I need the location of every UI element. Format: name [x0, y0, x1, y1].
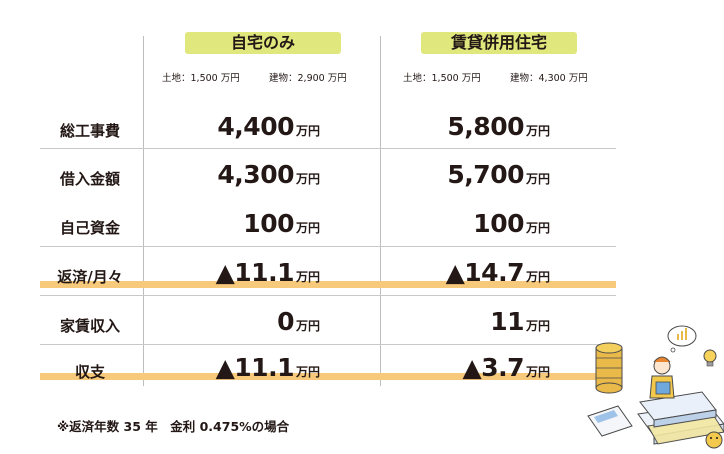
value-number: ▲11.1	[215, 353, 295, 382]
row-rule	[40, 344, 616, 345]
column-title-home-only: 自宅のみ	[185, 32, 341, 54]
breakdown-home-building: 建物：2,900 万円	[269, 73, 347, 84]
value-unit: 万円	[295, 319, 320, 333]
value-home-monthly-repayment: ▲11.1 万円	[216, 258, 320, 287]
value-unit: 万円	[295, 270, 320, 284]
value-rental-loan: 5,700 万円	[447, 160, 550, 189]
value-unit: 万円	[295, 221, 320, 235]
value-unit: 万円	[525, 365, 550, 379]
calculator-icon	[587, 405, 633, 437]
value-home-rental-income: 0 万円	[277, 307, 320, 336]
value-home-total-cost: 4,400 万円	[217, 112, 320, 141]
breakdown-rental-land: 土地：1,500 万円	[403, 73, 481, 84]
value-number: 5,800	[447, 112, 524, 141]
money-study-illustration	[587, 325, 724, 449]
breakdown-rental-building: 建物：4,300 万円	[510, 73, 588, 84]
value-number: 11	[490, 307, 524, 336]
value-home-balance: ▲11.1 万円	[216, 353, 320, 382]
row-label-loan-amount: 借入金額	[59, 170, 120, 188]
breakdown-home-land: 土地：1,500 万円	[162, 73, 240, 84]
value-unit: 万円	[525, 319, 550, 333]
value-unit: 万円	[295, 365, 320, 379]
highlight-band-repayment	[40, 281, 616, 288]
value-home-loan: 4,300 万円	[217, 160, 320, 189]
value-rental-rental-income: 11 万円	[490, 307, 550, 336]
value-number: 100	[243, 209, 294, 238]
value-number: ▲11.1	[215, 258, 295, 287]
value-number: 100	[473, 209, 524, 238]
value-number: 5,700	[447, 160, 524, 189]
row-label-total-cost: 総工事費	[59, 122, 120, 140]
highlight-band-balance	[40, 373, 616, 380]
value-rental-monthly-repayment: ▲14.7 万円	[446, 258, 550, 287]
value-number: ▲3.7	[462, 353, 524, 382]
value-rental-own-funds: 100 万円	[473, 209, 550, 238]
lightbulb-icon	[703, 349, 717, 367]
value-number: 0	[277, 307, 294, 336]
value-number: ▲14.7	[445, 258, 525, 287]
value-number: 4,300	[217, 160, 294, 189]
value-unit: 万円	[525, 172, 550, 186]
value-unit: 万円	[295, 172, 320, 186]
row-label-balance: 収支	[74, 363, 105, 381]
column-divider-2	[380, 36, 381, 386]
row-label-own-funds: 自己資金	[59, 219, 120, 237]
row-rule	[40, 246, 616, 247]
row-rule	[40, 295, 616, 296]
value-rental-total-cost: 5,800 万円	[447, 112, 550, 141]
book-stack-icon	[637, 391, 724, 445]
value-rental-balance: ▲3.7 万円	[462, 353, 550, 382]
value-unit: 万円	[525, 221, 550, 235]
footnote: ※返済年数 35 年 金利 0.475%の場合	[57, 419, 290, 434]
value-unit: 万円	[295, 124, 320, 138]
row-label-rental-income: 家賃収入	[59, 317, 120, 335]
row-label-monthly-repayment: 返済/月々	[57, 268, 123, 286]
column-title-rental-combined: 賃貸併用住宅	[421, 32, 577, 54]
value-unit: 万円	[525, 270, 550, 284]
person-icon	[649, 356, 675, 399]
column-divider-1	[143, 36, 144, 386]
value-home-own-funds: 100 万円	[243, 209, 320, 238]
value-number: 4,400	[217, 112, 294, 141]
row-rule	[40, 148, 616, 149]
mascot-icon	[705, 431, 723, 449]
value-unit: 万円	[525, 124, 550, 138]
thought-bubble-icon	[667, 325, 697, 353]
coin-stack-icon	[595, 342, 623, 394]
